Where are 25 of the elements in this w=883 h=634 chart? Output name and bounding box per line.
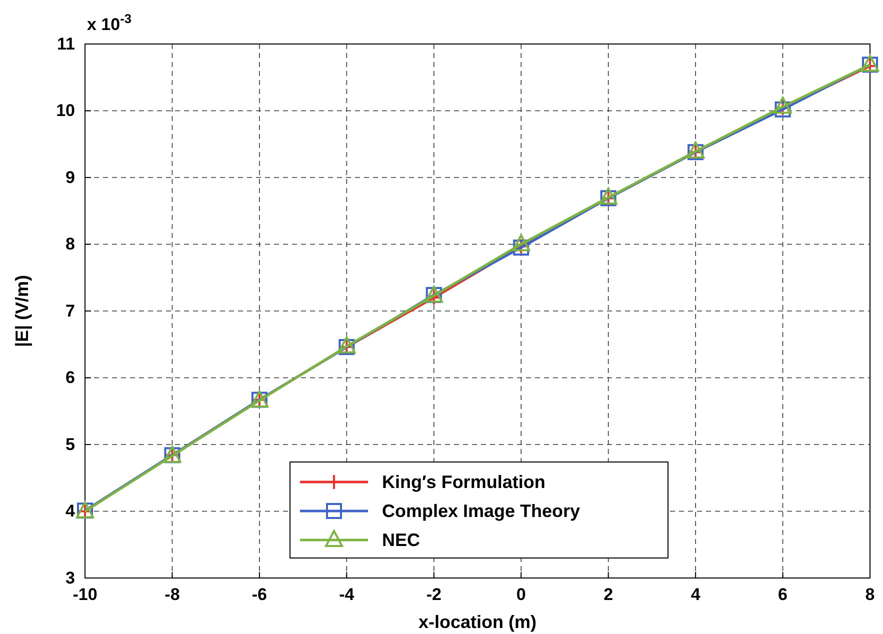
- y-tick-label: 10: [56, 101, 75, 120]
- y-tick-label: 5: [66, 434, 75, 454]
- x-tick-label: -6: [252, 585, 268, 604]
- y-tick-label: 9: [66, 168, 75, 187]
- x-tick-label: 8: [865, 585, 875, 604]
- x-tick-label: -2: [426, 585, 442, 604]
- y-axis-title: |E| (V/m): [12, 274, 32, 348]
- y-tick-label: 3: [66, 568, 75, 588]
- y-tick-label: 11: [57, 34, 75, 54]
- x-tick-label: 6: [778, 585, 788, 604]
- legend-label: Complex Image Theory: [382, 501, 580, 521]
- x-axis-title: x-location (m): [418, 612, 537, 632]
- y-tick-label: 6: [66, 368, 75, 388]
- x-tick-label: 2: [604, 585, 614, 604]
- y-tick-label: 4: [66, 502, 76, 521]
- x-tick-label: -10: [72, 585, 98, 604]
- legend-label: King′s Formulation: [382, 472, 546, 492]
- y-tick-label: 7: [66, 301, 75, 320]
- legend-label: NEC: [382, 530, 420, 550]
- x-tick-label: -4: [339, 585, 355, 604]
- x-tick-label: -8: [164, 585, 180, 604]
- x-tick-label: 0: [516, 585, 526, 604]
- y-tick-label: 8: [66, 234, 75, 254]
- text: x 10$^{-3}$: [87, 10, 132, 34]
- x-tick-label: 4: [690, 585, 701, 604]
